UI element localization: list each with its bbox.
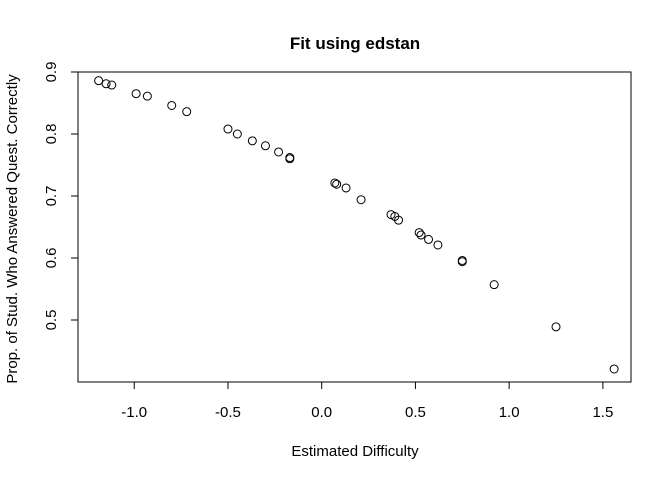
y-tick-label: 0.7 bbox=[43, 186, 60, 207]
data-point bbox=[101, 79, 111, 89]
data-point bbox=[356, 195, 366, 205]
data-point bbox=[107, 80, 117, 90]
plot-frame bbox=[77, 71, 632, 383]
chart-title: Fit using edstan bbox=[290, 34, 420, 53]
x-tick-label: 0.5 bbox=[405, 404, 426, 421]
data-point bbox=[489, 280, 499, 290]
x-tick-label: -1.0 bbox=[121, 404, 147, 421]
data-point bbox=[142, 91, 152, 101]
y-tick-label: 0.6 bbox=[43, 248, 60, 269]
data-point bbox=[330, 178, 340, 188]
y-tick-label: 0.5 bbox=[43, 310, 60, 331]
data-point bbox=[394, 215, 404, 225]
data-point bbox=[414, 228, 424, 238]
data-point bbox=[167, 100, 177, 110]
data-point bbox=[457, 257, 467, 267]
x-tick-label: 0.0 bbox=[311, 404, 332, 421]
data-point bbox=[416, 230, 426, 240]
x-axis-label: Estimated Difficulty bbox=[291, 443, 419, 460]
data-point bbox=[247, 136, 257, 146]
data-point bbox=[94, 76, 104, 86]
data-point bbox=[274, 147, 284, 157]
y-axis-label: Prop. of Stud. Who Answered Quest. Corre… bbox=[4, 74, 21, 384]
x-tick-label: 1.0 bbox=[499, 404, 520, 421]
data-point bbox=[182, 107, 192, 117]
y-tick-label: 0.9 bbox=[43, 62, 60, 83]
data-points bbox=[94, 76, 619, 374]
y-tick-label: 0.8 bbox=[43, 124, 60, 145]
data-point bbox=[223, 124, 233, 134]
x-tick-label: 1.5 bbox=[592, 404, 613, 421]
data-point bbox=[260, 141, 270, 151]
data-point bbox=[285, 154, 295, 164]
x-tick-label: -0.5 bbox=[215, 404, 241, 421]
data-point bbox=[551, 322, 561, 332]
data-point bbox=[131, 89, 141, 99]
data-point bbox=[232, 129, 242, 139]
data-point bbox=[424, 234, 434, 244]
data-point bbox=[341, 183, 351, 193]
x-axis: -1.0 -0.5 0.0 0.5 1.0 1.5 bbox=[121, 381, 613, 421]
data-point bbox=[433, 240, 443, 250]
data-point bbox=[609, 364, 619, 374]
y-axis: 0.5 0.6 0.7 0.8 0.9 bbox=[43, 62, 79, 331]
data-point bbox=[332, 179, 342, 189]
